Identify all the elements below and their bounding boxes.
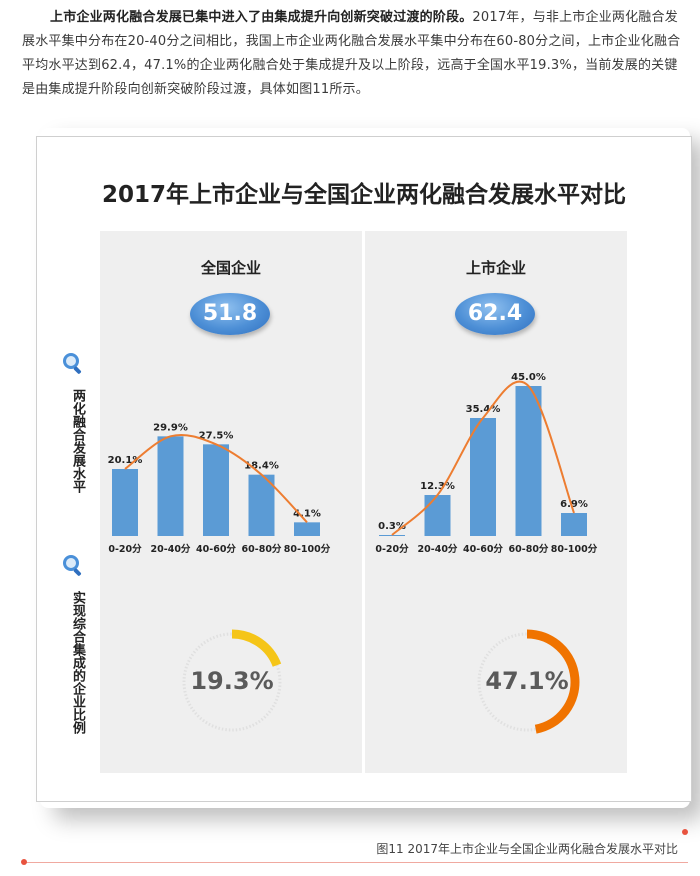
donut-value-national: 19.3% [190, 667, 274, 695]
x-tick-label: 60-80分 [509, 543, 549, 555]
chart-canvas: 20.1% 0-20分 29.9% 20-40分 27.5% 40-60分 18.4% 60-… [108, 372, 598, 734]
divider-dot [682, 829, 688, 835]
bar [203, 444, 229, 536]
data-label: 18.4% [244, 461, 279, 472]
data-label: 12.3% [420, 481, 455, 492]
bar [157, 436, 184, 536]
data-label: 6.9% [560, 499, 588, 510]
donut-arc [231, 629, 282, 667]
intro-paragraph: 上市企业两化融合发展已集中进入了由集成提升向创新突破过渡的阶段。2017年，与非… [22, 6, 682, 102]
x-tick-label: 0-20分 [108, 543, 142, 555]
panel-label-national: 全国企业 [200, 259, 261, 277]
donut-track [182, 632, 282, 732]
bar [561, 513, 587, 536]
chart-title: 2017年上市企业与全国企业两化融合发展水平对比 [101, 182, 626, 208]
figure-caption: 图11 2017年上市企业与全国企业两化融合发展水平对比 [376, 842, 678, 856]
caption-divider [24, 862, 688, 863]
x-tick-label: 40-60分 [196, 543, 236, 555]
data-label: 29.9% [153, 422, 188, 433]
data-label: 45.0% [511, 372, 546, 383]
average-badge-national: 51.8 [190, 293, 270, 335]
x-tick-label: 20-40分 [418, 543, 458, 555]
bar [248, 474, 275, 536]
magnifier-icon [63, 555, 82, 576]
bar [379, 535, 405, 536]
x-tick-label: 0-20分 [375, 543, 409, 555]
data-label: 27.5% [199, 430, 234, 441]
x-tick-label: 80-100分 [284, 543, 331, 555]
data-label: 35.4% [466, 404, 501, 415]
magnifier-icon [63, 353, 82, 374]
donut-value-listed: 47.1% [485, 667, 569, 695]
divider-dot [21, 859, 27, 865]
data-label: 0.3% [378, 521, 406, 532]
panel-label-listed: 上市企业 [465, 259, 526, 277]
trend-line [391, 380, 575, 536]
x-tick-label: 40-60分 [463, 543, 503, 555]
trend-line [124, 433, 308, 524]
bar [470, 418, 496, 536]
x-tick-label: 60-80分 [242, 543, 282, 555]
side-label-development-level: 两化融合发展水平 [70, 389, 85, 493]
bar [424, 495, 451, 536]
side-label-integration-ratio: 实现综合集成的企业比例 [70, 591, 85, 734]
intro-bold: 上市企业两化融合发展已集中进入了由集成提升向创新突破过渡的阶段。 [50, 10, 473, 25]
x-tick-label: 20-40分 [151, 543, 191, 555]
x-tick-label: 80-100分 [551, 543, 598, 555]
donut-arc [526, 629, 580, 734]
average-badge-listed: 62.4 [455, 293, 535, 335]
bar [112, 469, 138, 536]
bar [294, 522, 320, 536]
figure-frame: 2017年上市企业与全国企业两化融合发展水平对比 全国企业 51.8 上市企业 … [36, 136, 692, 802]
data-label: 4.1% [293, 508, 321, 519]
bar [515, 386, 542, 536]
panel-national: 全国企业 51.8 [100, 231, 362, 773]
intro-text: 2017年，与非上市企业两化融合发展水平集中分布在20-40分之间相比，我国上市… [22, 10, 681, 97]
data-label: 20.1% [108, 455, 143, 466]
